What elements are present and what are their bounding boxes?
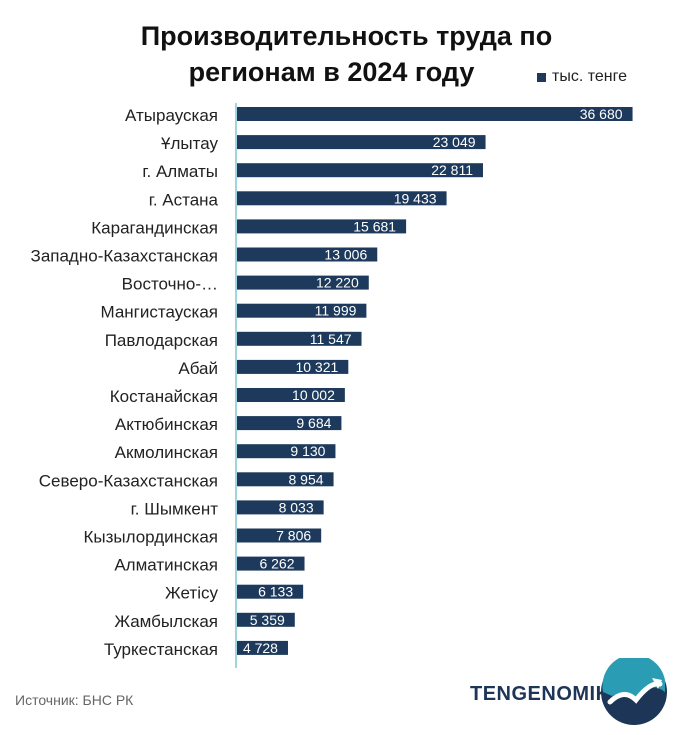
category-label: Атырауская (125, 106, 218, 125)
bar (237, 247, 378, 262)
category-label: г. Астана (149, 190, 219, 209)
value-label: 11 547 (310, 331, 352, 347)
category-label: Кызылординская (83, 528, 218, 547)
value-label: 9 130 (290, 443, 325, 459)
value-label: 6 133 (258, 584, 293, 600)
bar (237, 528, 322, 543)
bar (237, 584, 304, 599)
value-label: 7 806 (276, 528, 311, 544)
bar (237, 359, 349, 374)
category-label: Мангистауская (100, 303, 218, 322)
category-label: Абай (178, 359, 218, 378)
bar (237, 388, 345, 402)
bar (237, 331, 362, 346)
bar (237, 107, 633, 121)
bar (237, 640, 288, 655)
brand-logo-icon (601, 658, 667, 725)
category-label: Северо-Казахстанская (39, 471, 218, 490)
category-label: Акмолинская (115, 443, 218, 462)
bar (237, 219, 407, 234)
value-label: 5 359 (250, 612, 285, 628)
value-label: 8 954 (289, 471, 324, 487)
value-label: 19 433 (394, 190, 437, 206)
category-label: Павлодарская (105, 331, 218, 350)
value-label: 12 220 (316, 275, 359, 291)
bar (237, 444, 336, 459)
bar (237, 556, 305, 571)
category-label: Жамбылская (114, 612, 218, 631)
category-label: Костанайская (110, 387, 218, 406)
category-label: Ұлытау (161, 134, 218, 153)
category-label: Западно-Казахстанская (31, 247, 218, 266)
bar (237, 275, 369, 290)
category-label: Актюбинская (115, 415, 218, 434)
bar (237, 416, 342, 431)
legend-swatch (537, 72, 546, 82)
value-label: 36 680 (580, 106, 623, 122)
bar (237, 472, 334, 487)
value-label: 23 049 (433, 134, 476, 150)
bar (237, 163, 483, 178)
bar (237, 303, 367, 318)
bar (237, 191, 447, 206)
category-label: г. Шымкент (131, 499, 219, 518)
value-label: 8 033 (279, 499, 314, 515)
title-line-2: регионам в 2024 году (188, 57, 475, 87)
title-line-1: Производительность труда по (140, 21, 553, 51)
category-label: г. Алматы (142, 162, 218, 181)
legend-label: тыс. тенге (552, 68, 627, 85)
value-label: 13 006 (324, 247, 367, 263)
category-label: Восточно-… (122, 275, 218, 294)
chart-title: Производительность труда по регионам в 2… (0, 18, 693, 90)
brand-name: TENGENOMIKA (470, 683, 626, 705)
category-label: Туркестанская (104, 640, 218, 659)
value-label: 15 681 (353, 218, 396, 234)
category-label: Карагандинская (91, 218, 218, 237)
bar (237, 500, 324, 515)
bar (237, 135, 486, 150)
value-label: 6 262 (259, 556, 294, 572)
source-note: Источник: БНС РК (15, 692, 134, 708)
value-label: 9 684 (296, 415, 331, 431)
category-label: Жетісу (165, 584, 218, 603)
value-label: 10 321 (295, 359, 338, 375)
category-label: Алматинская (114, 556, 218, 575)
legend: тыс. тенге (537, 67, 627, 87)
value-label: 11 999 (315, 303, 357, 319)
value-label: 10 002 (292, 387, 335, 403)
value-label: 4 728 (243, 640, 278, 656)
bar (237, 612, 295, 627)
value-label: 22 811 (431, 162, 473, 178)
